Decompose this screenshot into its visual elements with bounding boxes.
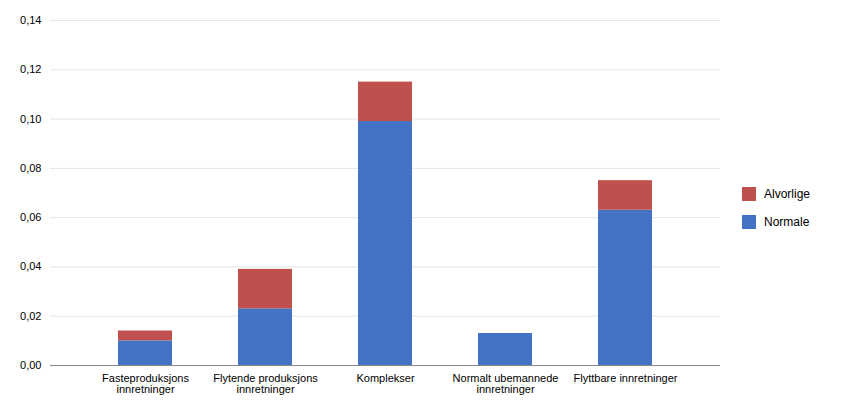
- svg-text:0,12: 0,12: [20, 63, 41, 75]
- html-text:Alvorlige: Alvorlige: [764, 186, 810, 201]
- html-text:Normale: Normale: [764, 214, 810, 229]
- svg-text:Normalt ubemannedeinnretninger: Normalt ubemannedeinnretninger: [453, 372, 559, 395]
- svg-text:Fasteproduksjonsinnretninger: Fasteproduksjonsinnretninger: [102, 372, 189, 395]
- svg-text:Flytende produksjonsinnretning: Flytende produksjonsinnretninger: [213, 372, 318, 395]
- svg-text:0,02: 0,02: [20, 310, 41, 322]
- svg-text:0,04: 0,04: [20, 260, 41, 272]
- svg-text:Flyttbare innretninger: Flyttbare innretninger: [574, 372, 678, 384]
- svg-text:Komplekser: Komplekser: [356, 372, 414, 384]
- svg-text:0,10: 0,10: [20, 113, 41, 125]
- svg-text:0,14: 0,14: [20, 14, 41, 26]
- svg-text:0,08: 0,08: [20, 162, 41, 174]
- svg-text:0,00: 0,00: [20, 359, 41, 371]
- svg-text:0,06: 0,06: [20, 211, 41, 223]
